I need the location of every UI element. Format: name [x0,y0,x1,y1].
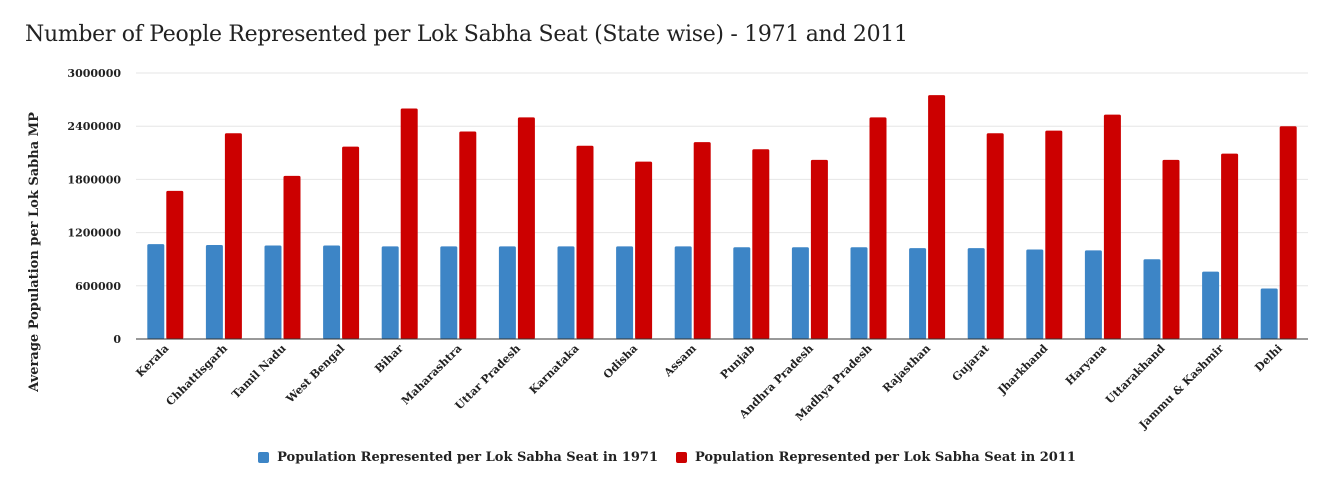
bar-2011 [869,117,887,339]
bar-1971 [557,246,575,339]
x-tick-label: Haryana [1063,342,1109,388]
x-tick-label: Jharkhand [995,342,1051,398]
bar-1971 [791,247,809,339]
bar-2011 [283,175,301,339]
bar-2011 [1103,114,1121,339]
y-tick-label: 1200000 [67,227,121,240]
x-tick-label: Maharashtra [399,342,464,407]
x-tick-label: Punjab [718,342,758,382]
x-tick-label: Assam [661,342,699,380]
x-tick-label: Uttar Pradesh [453,342,523,412]
bar-1971 [1026,249,1044,339]
bar-2011 [224,133,242,339]
legend-label: Population Represented per Lok Sabha Sea… [277,450,658,465]
y-tick-label: 1800000 [67,173,121,186]
bar-1971 [498,246,516,339]
bar-2011 [166,190,184,339]
legend-label: Population Represented per Lok Sabha Sea… [695,450,1076,465]
y-tick-label: 0 [113,333,121,346]
legend: Population Represented per Lok Sabha Sea… [0,450,1334,465]
x-tick-label: West Bengal [283,342,347,406]
bar-2011 [1221,153,1239,339]
legend-swatch [676,452,687,463]
bar-2011 [928,95,946,340]
legend-item: Population Represented per Lok Sabha Sea… [258,450,658,465]
bar-1971 [1084,250,1102,339]
bar-2011 [693,142,711,339]
y-axis-title: Average Population per Lok Sabha MP [27,112,42,393]
x-tick-label: Delhi [1252,342,1284,374]
bar-2011 [635,161,653,339]
x-tick-label: Uttarakhand [1103,342,1168,407]
bar-1971 [205,245,223,339]
legend-swatch [258,452,270,463]
bar-1971 [909,248,927,339]
grid-layer [136,72,1308,287]
chart-title: Number of People Represented per Lok Sab… [25,22,908,47]
bar-2011 [517,117,535,339]
bar-1971 [850,247,868,339]
bar-2011 [810,159,828,339]
x-tick-label: Rajasthan [880,342,933,395]
x-tick-label: Karnataka [527,342,582,397]
bar-2011 [459,131,477,339]
bar-1971 [1143,259,1161,339]
x-tick-label: Tamil Nadu [229,342,288,401]
bar-2011 [576,145,594,339]
y-tick-label: 600000 [75,280,121,293]
bar-1971 [616,246,634,339]
bar-2011 [342,146,360,339]
x-tick-label: Gujarat [950,341,993,384]
bar-1971 [1260,288,1278,339]
x-tick-label: Bihar [372,342,406,376]
bar-2011 [752,149,770,339]
legend-item: Population Represented per Lok Sabha Sea… [676,450,1076,465]
y-tick-label: 3000000 [67,67,121,80]
bar-1971 [323,245,341,339]
x-tick-label: Kerala [134,342,172,380]
bar-1971 [264,245,282,339]
bar-1971 [381,246,399,339]
bar-1971 [674,246,692,339]
bar-1971 [733,247,751,339]
bar-1971 [147,244,165,339]
bar-1971 [1202,271,1220,339]
bar-chart: 0 600000 1200000 1800000 2400000 3000000 Keral… [27,67,1308,432]
x-tick-label: Chhattisgarh [164,342,230,408]
bar-1971 [967,248,985,339]
bar-2011 [1045,130,1063,339]
bar-layer [147,95,1297,340]
y-tick-label: 2400000 [67,120,121,133]
bar-2011 [1279,126,1297,339]
bar-1971 [440,246,458,339]
bar-2011 [400,108,418,339]
bar-2011 [1162,159,1180,339]
bar-2011 [986,133,1004,339]
x-tick-label: Odisha [601,342,640,381]
